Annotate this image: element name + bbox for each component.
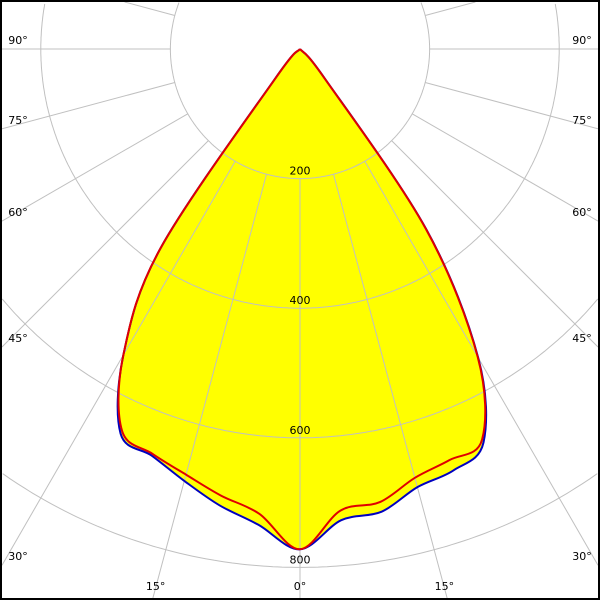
- grid-spoke: [425, 2, 476, 16]
- grid-ring-600: [2, 298, 598, 439]
- angle-tick-label: 15°: [435, 580, 455, 593]
- grid-spoke: [2, 82, 175, 130]
- angle-tick-label: 90°: [8, 34, 28, 47]
- radial-tick-label: 600: [290, 424, 311, 437]
- grid-spoke: [411, 113, 598, 222]
- grid-ring-800: [2, 473, 598, 568]
- angle-tick-label: 30°: [572, 550, 592, 563]
- angle-tick-label: 75°: [8, 114, 28, 127]
- angle-tick-label: 30°: [8, 550, 28, 563]
- grid-spoke: [2, 160, 236, 566]
- grid-spoke: [2, 113, 189, 222]
- grid-spoke: [425, 82, 598, 130]
- grid-ring-400: [40, 3, 560, 309]
- angle-tick-label: 0°: [294, 580, 307, 593]
- grid-spoke: [152, 174, 267, 598]
- angle-tick-label: 45°: [8, 332, 28, 345]
- radial-tick-label: 800: [290, 553, 311, 566]
- series-line-1: [117, 48, 487, 551]
- angle-tick-label: 45°: [572, 332, 592, 345]
- grid-ring-200: [169, 2, 431, 180]
- angle-tick-label: 60°: [572, 206, 592, 219]
- grid-spoke: [364, 160, 598, 566]
- angle-tick-label: 90°: [572, 34, 592, 47]
- grid-spoke: [124, 2, 175, 16]
- grid-spoke: [391, 140, 598, 348]
- grid-spoke: [333, 174, 448, 598]
- angle-tick-label: 60°: [8, 206, 28, 219]
- grid-spoke: [2, 140, 209, 348]
- angle-tick-label: 15°: [146, 580, 166, 593]
- radial-tick-label: 200: [290, 165, 311, 178]
- angle-tick-label: 75°: [572, 114, 592, 127]
- radial-tick-label: 400: [290, 294, 311, 307]
- intensity-fill: [117, 49, 487, 550]
